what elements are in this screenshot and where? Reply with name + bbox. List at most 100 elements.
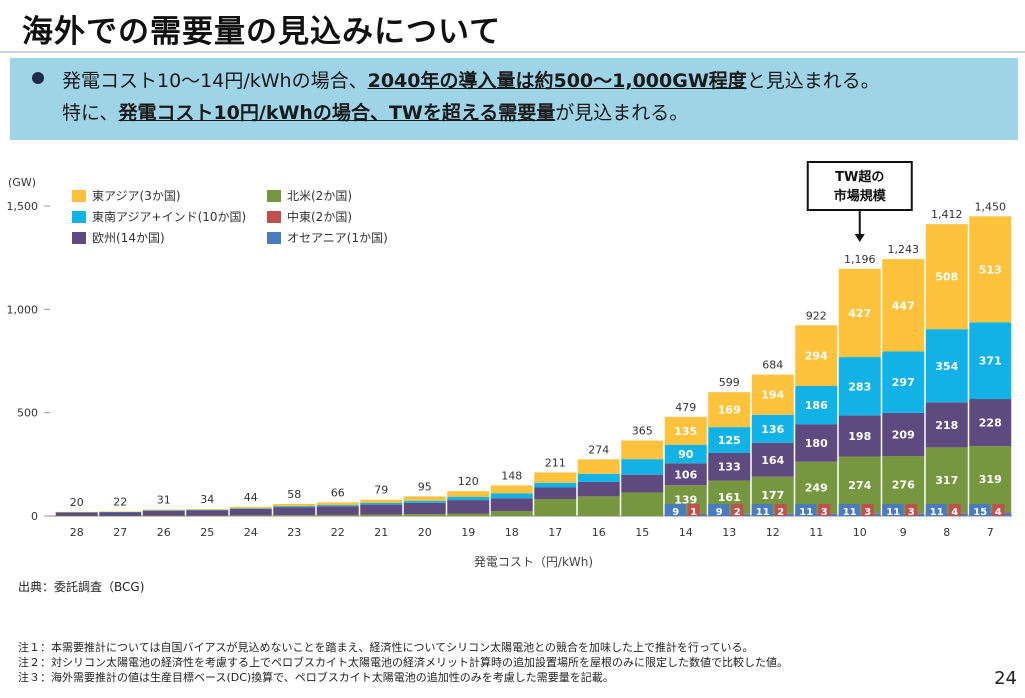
- bar-segment-middle-east-marker: [774, 504, 787, 516]
- bar-total-label: 479: [675, 401, 696, 414]
- x-tick-label: 28: [70, 526, 84, 539]
- bar-value-label-se_asia_india: 371: [979, 355, 1002, 368]
- bar-value-label-north_america: 177: [761, 489, 784, 502]
- legend-label-north_america: 北米(2か国): [287, 189, 352, 203]
- bar-segment-east_asia: [403, 496, 446, 501]
- bar-segment-europe: [360, 504, 403, 515]
- bar-segment-east_asia: [534, 472, 577, 483]
- bar-total-label: 44: [244, 491, 258, 504]
- bar-value-label-europe: 133: [718, 461, 741, 474]
- bar-value-label-europe: 198: [848, 430, 871, 443]
- bar-segment-se_asia_india: [403, 500, 446, 503]
- bar-segment-se_asia_india: [969, 322, 1012, 400]
- bar-value-label-oceania: 9: [716, 507, 723, 518]
- bar-segment-se_asia_india: [751, 414, 794, 443]
- bar-segment-europe: [795, 424, 838, 462]
- bar-segment-se_asia_india: [490, 493, 533, 499]
- bar-value-label-se_asia_india: 125: [718, 434, 741, 447]
- bar-segment-europe: [99, 512, 142, 516]
- bar-segment-europe: [664, 463, 707, 486]
- bar-value-label-east_asia: 194: [761, 389, 784, 402]
- bar-segment-north_america: [969, 446, 1012, 513]
- bar-segment-europe: [534, 487, 577, 500]
- bar-segment-east_asia: [490, 485, 533, 494]
- bar-segment-oceania-marker: [664, 504, 686, 516]
- x-tick-label: 7: [987, 526, 994, 539]
- bar-segment-oceania-marker: [838, 504, 860, 516]
- bar-total-label: 120: [458, 475, 479, 488]
- bar-segment-east_asia: [621, 440, 664, 460]
- bar-value-label-middle-east: 3: [821, 507, 828, 518]
- bar-segment-east_asia: [142, 509, 185, 511]
- bar-value-label-oceania: 15: [973, 507, 987, 518]
- bar-segment-north_america: [273, 515, 316, 516]
- bar-total-label: 684: [762, 359, 783, 372]
- bar-value-label-oceania: 11: [843, 507, 857, 518]
- bar-segment-north_america: [577, 496, 620, 516]
- x-tick-label: 16: [592, 526, 606, 539]
- legend-swatch-oceania: [267, 232, 281, 244]
- x-tick-label: 18: [505, 526, 519, 539]
- bar-value-label-north_america: 161: [718, 491, 741, 504]
- bar-value-label-north_america: 249: [805, 481, 828, 494]
- bar-segment-se_asia_india: [447, 496, 490, 501]
- bar-segment-se_asia_india: [360, 502, 403, 505]
- bar-segment-se_asia_india: [882, 351, 925, 413]
- bar-value-label-oceania: 9: [672, 507, 679, 518]
- bar-segment-east_asia: [708, 392, 751, 428]
- bar-segment-europe: [316, 506, 359, 515]
- bar-segment-se_asia_india: [577, 473, 620, 482]
- bar-segment-middle-east-marker: [905, 504, 918, 516]
- x-tick-label: 19: [461, 526, 475, 539]
- x-tick-label: 24: [244, 526, 258, 539]
- bar-segment-north_america: [55, 515, 98, 517]
- bar-value-label-east_asia: 294: [805, 350, 828, 363]
- x-tick-label: 11: [809, 526, 823, 539]
- bar-segment-oceania-marker: [969, 504, 991, 516]
- bar-value-label-middle-east: 4: [951, 507, 958, 518]
- legend-label-middle_east: 中東(2か国): [287, 209, 352, 224]
- bar-value-label-east_asia: 169: [718, 404, 741, 417]
- bar-segment-north_america: [142, 515, 185, 517]
- x-tick-label: 9: [900, 526, 907, 539]
- bar-value-label-middle-east: 3: [864, 507, 871, 518]
- y-axis-unit-label: (GW): [8, 176, 36, 189]
- bar-segment-se_asia_india: [925, 329, 968, 403]
- source-note: 出典：委託調査（BCG): [18, 580, 145, 594]
- bar-segment-se_asia_india: [664, 444, 707, 464]
- bar-segment-se_asia_india: [99, 511, 142, 513]
- bar-value-label-europe: 106: [674, 468, 697, 481]
- bar-segment-east_asia: [795, 325, 838, 387]
- bar-segment-east_asia: [925, 224, 968, 330]
- bar-value-label-middle-east: 2: [734, 507, 741, 518]
- summary-line-1-post: と見込まれる。: [746, 70, 880, 92]
- bar-total-label: 1,450: [975, 200, 1007, 213]
- bar-value-label-oceania: 11: [886, 507, 900, 518]
- bar-segment-east_asia: [229, 506, 272, 509]
- bar-segment-east_asia: [447, 491, 490, 497]
- x-tick-label: 12: [766, 526, 780, 539]
- summary-line-2: 特に、発電コスト10円/kWhの場合、TWを超える需要量が見込まれる。: [62, 98, 688, 125]
- bar-segment-east_asia: [751, 374, 794, 415]
- callout-arrow-head: [854, 234, 865, 242]
- bar-value-label-se_asia_india: 186: [805, 399, 828, 412]
- bar-value-label-se_asia_india: 354: [935, 360, 958, 373]
- bar-segment-middle-east-marker: [818, 504, 831, 516]
- summary-line-2-pre: 特に、: [62, 102, 119, 124]
- bar-value-label-se_asia_india: 136: [761, 423, 784, 436]
- bar-segment-europe: [403, 502, 446, 515]
- y-tick-label: 0: [31, 510, 38, 523]
- summary-line-2-post: が見込まれる。: [555, 102, 689, 124]
- bar-segment-east_asia: [882, 259, 925, 352]
- bar-segment-oceania-marker: [751, 504, 773, 516]
- x-tick-label: 22: [331, 526, 345, 539]
- demand-stacked-bar-chart: (GW)05001,0001,5002028222731263425442458…: [7, 161, 1012, 569]
- footnote-2: 注２：対シリコン太陽電池の経済性を考慮する上でペロブスカイト太陽電池の経済メリッ…: [18, 656, 788, 669]
- bar-segment-europe: [751, 442, 794, 477]
- bar-segment-middle-east-marker: [687, 504, 700, 516]
- bar-value-label-east_asia: 513: [979, 263, 1002, 276]
- bar-value-label-se_asia_india: 90: [678, 448, 694, 461]
- bar-segment-east_asia: [316, 502, 359, 506]
- bar-segment-north_america: [882, 456, 925, 514]
- y-tick-label: 1,000: [7, 303, 39, 316]
